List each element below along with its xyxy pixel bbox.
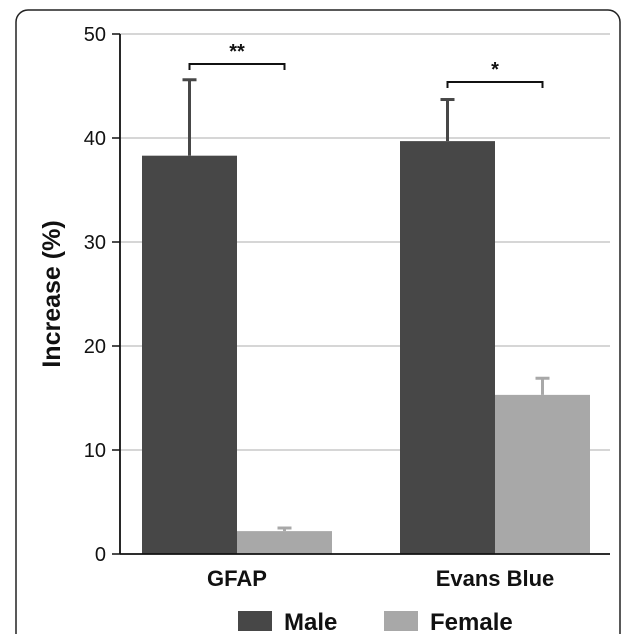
bar-female-0 — [237, 531, 332, 554]
x-tick-label: Evans Blue — [436, 566, 555, 591]
legend: Male Female — [238, 609, 513, 634]
y-tick-label: 50 — [84, 24, 106, 46]
y-tick-label: 40 — [84, 128, 106, 150]
bar-male-1 — [400, 141, 495, 554]
legend-swatch-male — [238, 611, 272, 631]
legend-swatch-female — [384, 611, 418, 631]
significance-marker: ** — [229, 41, 245, 63]
significance-bracket — [188, 63, 286, 70]
axes — [112, 33, 610, 555]
y-tick-label: 30 — [84, 232, 106, 254]
x-tick-label: GFAP — [207, 566, 267, 591]
y-axis-label: Increase (%) — [38, 220, 66, 367]
significance-marker: * — [491, 59, 499, 81]
bars — [142, 78, 590, 554]
y-tick-label: 0 — [95, 544, 106, 566]
legend-label-male: Male — [284, 609, 337, 634]
bar-female-1 — [495, 394, 590, 554]
y-tick-label: 10 — [84, 440, 106, 462]
y-tick-label: 20 — [84, 336, 106, 358]
significance-bracket — [446, 81, 544, 88]
bar-male-0 — [142, 155, 237, 554]
legend-label-female: Female — [430, 609, 513, 634]
